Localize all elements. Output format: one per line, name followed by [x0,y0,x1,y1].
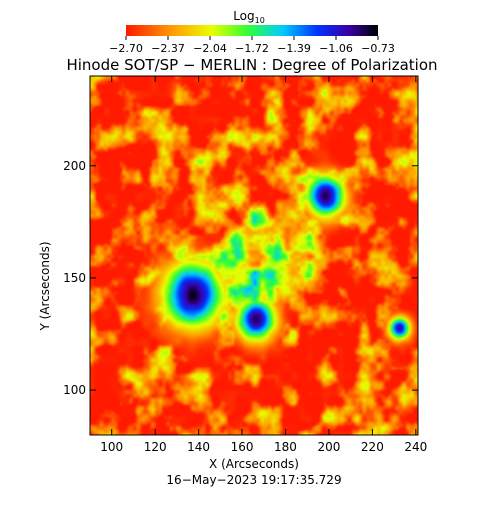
colorbar-tick-label: −1.72 [235,42,269,55]
y-axis: 100 150 200 [63,159,418,397]
x-tick-label: 200 [317,440,340,454]
plot-frame [89,75,419,436]
y-tick-label: 150 [63,271,86,285]
y-axis-label: Y (Arcseconds) [38,241,52,331]
colorbar-tick-label: −1.39 [277,42,311,55]
x-tick-label: 160 [231,440,254,454]
x-tick-label: 100 [100,440,123,454]
x-tick-label: 240 [404,440,427,454]
colorbar [126,25,378,36]
colorbar-tick-label: −1.06 [319,42,353,55]
x-tick-label: 220 [361,440,384,454]
colorbar-tick-label: −2.70 [109,42,143,55]
colorbar-tick-label: −2.37 [151,42,185,55]
colorbar-ticks: −2.70 −2.37 −2.04 −1.72 −1.39 −1.06 −0.73 [109,36,395,55]
colorbar-tick-label: −0.73 [361,42,395,55]
y-tick-label: 200 [63,159,86,173]
x-tick-label: 180 [274,440,297,454]
x-axis-label: X (Arcseconds) [209,457,299,471]
x-tick-label: 120 [144,440,167,454]
x-tick-label: 140 [187,440,210,454]
heatmap-image [90,76,418,435]
chart-title: Hinode SOT/SP − MERLIN : Degree of Polar… [66,56,437,74]
colorbar-label: Log10 [233,9,265,25]
colorbar-tick-label: −2.04 [193,42,227,55]
x-axis: 100 120 140 160 180 200 220 240 [100,76,427,454]
timestamp: 16−May−2023 19:17:35.729 [166,473,341,487]
y-tick-label: 100 [63,383,86,397]
